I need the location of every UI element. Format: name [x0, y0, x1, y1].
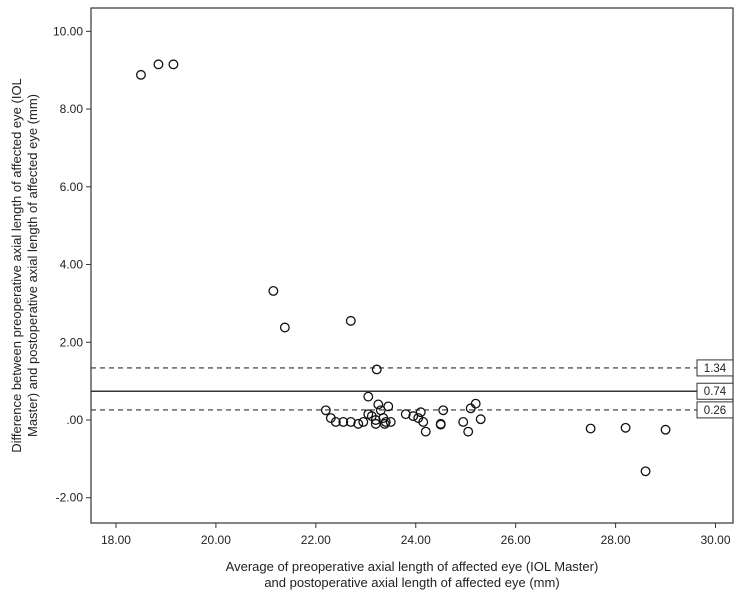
y-tick-label: .00 [66, 413, 83, 427]
reference-label-box [696, 359, 734, 377]
data-point [640, 466, 651, 477]
data-point [463, 426, 474, 437]
data-point [268, 286, 279, 296]
y-tick-label: 6.00 [60, 180, 84, 194]
plot-frame [90, 7, 734, 524]
data-point [279, 322, 290, 333]
reference-label: 0.74 [704, 386, 727, 398]
x-tick-label: 22.00 [301, 533, 331, 547]
y-tick-label: 8.00 [60, 102, 84, 116]
data-point [465, 403, 476, 414]
x-tick-label: 20.00 [201, 533, 231, 547]
y-tick-label: 10.00 [53, 24, 83, 38]
x-axis-title-line-1: Average of preoperative axial length of … [226, 559, 599, 574]
data-point [438, 405, 449, 416]
data-point [420, 426, 431, 437]
data-point [400, 409, 411, 420]
data-point [136, 69, 146, 80]
data-point [475, 414, 486, 425]
x-tick-label: 26.00 [501, 533, 531, 547]
y-tick-label: 4.00 [60, 258, 84, 272]
reference-label-box [696, 401, 734, 419]
x-axis: 18.00 20.00 22.00 24.00 26.00 28.00 30.00 [101, 523, 731, 547]
reference-label: 1.34 [704, 363, 727, 375]
y-tick-label: 2.00 [60, 335, 84, 349]
data-point [383, 401, 394, 412]
data-point [370, 415, 381, 425]
data-point [353, 418, 364, 429]
data-point [660, 424, 671, 435]
data-point [620, 422, 631, 433]
data-point [330, 416, 341, 427]
x-tick-label: 30.00 [700, 533, 730, 547]
y-axis-title-line-2: Master) and postoperative axial length o… [25, 94, 40, 437]
plot-area [90, 7, 734, 524]
y-axis: -2.00 .00 2.00 4.00 6.00 8.00 10.00 [53, 24, 91, 505]
data-point [338, 416, 349, 427]
data-point [435, 419, 446, 430]
data-point [470, 398, 481, 409]
data-point [345, 416, 356, 427]
data-point [371, 364, 382, 375]
reference-label: 0.26 [704, 405, 726, 417]
data-point [408, 411, 419, 422]
data-point [153, 59, 164, 70]
data-point [373, 399, 384, 410]
data-point [379, 418, 390, 429]
data-point [358, 416, 369, 427]
reference-lines: 1.34 0.74 0.26 [91, 359, 734, 419]
x-axis-title-line-2: and postoperative axial length of affect… [264, 575, 559, 590]
data-point [418, 416, 429, 427]
data-point [415, 407, 426, 418]
y-axis-title-line-1: Difference between preoperative axial le… [9, 78, 24, 453]
data-point [363, 391, 374, 402]
data-point [320, 405, 331, 416]
data-point [385, 416, 396, 427]
data-point [458, 416, 469, 427]
data-point [585, 423, 596, 434]
x-tick-label: 18.00 [101, 533, 131, 547]
data-point [345, 315, 356, 326]
data-point [168, 59, 179, 70]
x-tick-label: 24.00 [401, 533, 431, 547]
x-tick-label: 28.00 [601, 533, 631, 547]
reference-label-box [696, 382, 734, 400]
y-tick-label: -2.00 [56, 491, 84, 505]
data-points [136, 59, 671, 477]
